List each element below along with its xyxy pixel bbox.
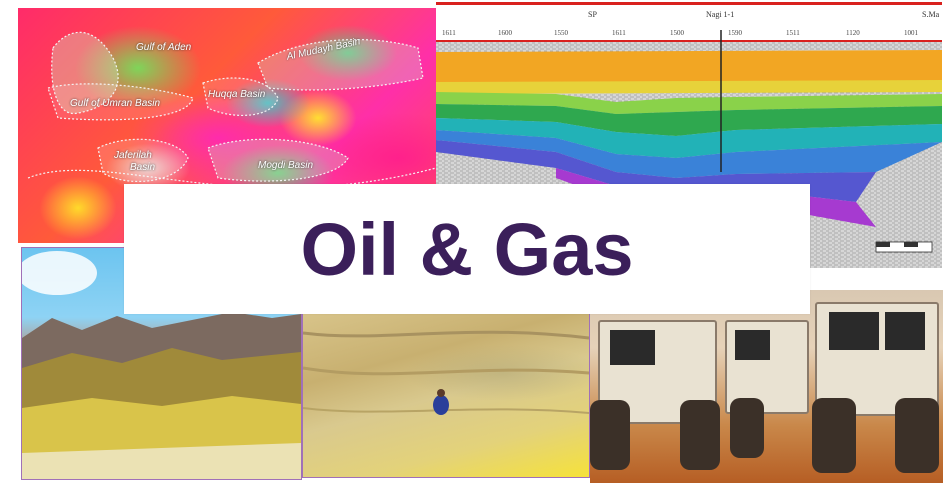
scale-tick: 1600	[498, 29, 512, 37]
map-label-jaferilah: Jaferilah	[114, 150, 152, 161]
seismic-axis-line	[436, 40, 942, 42]
map-label-umran: Gulf of Umran Basin	[70, 98, 161, 109]
scale-tick: 1511	[786, 29, 800, 37]
map-label-mogdi: Mogdi Basin	[258, 160, 314, 171]
truck-tire	[895, 398, 939, 473]
scale-tick: 1590	[728, 29, 742, 37]
seismic-header-right: S.Ma	[922, 10, 940, 19]
scale-tick: 1001	[904, 29, 918, 37]
vibroseis-trucks-photo	[590, 290, 943, 483]
truck-tire	[812, 398, 856, 473]
scale-tick: 1611	[612, 29, 626, 37]
basin-map-image: Gulf of Aden Al Mudayh Basin Gulf of Umr…	[18, 8, 436, 243]
map-label-jaferilah-2: Basin	[130, 162, 156, 173]
map-label-gulf: Gulf of Aden	[136, 42, 192, 53]
truck-tire	[730, 398, 764, 458]
seismic-header-well: Nagi 1-1	[706, 10, 735, 19]
truck-tire	[590, 400, 630, 470]
basin-outlines	[27, 31, 436, 189]
scale-tick: 1611	[442, 29, 456, 37]
truck-cab	[815, 302, 939, 416]
title-banner: Oil & Gas	[124, 184, 810, 314]
page-title: Oil & Gas	[300, 207, 634, 291]
seismic-top-line	[436, 2, 942, 5]
seismic-header-sp: SP	[588, 10, 597, 19]
truck-tire	[680, 400, 720, 470]
sandstone-outcrop-photo	[302, 312, 590, 478]
scale-tick: 1500	[670, 29, 684, 37]
scale-tick: 1120	[846, 29, 860, 37]
scale-tick: 1550	[554, 29, 568, 37]
map-label-huqqa: Huqqa Basin	[208, 89, 266, 100]
